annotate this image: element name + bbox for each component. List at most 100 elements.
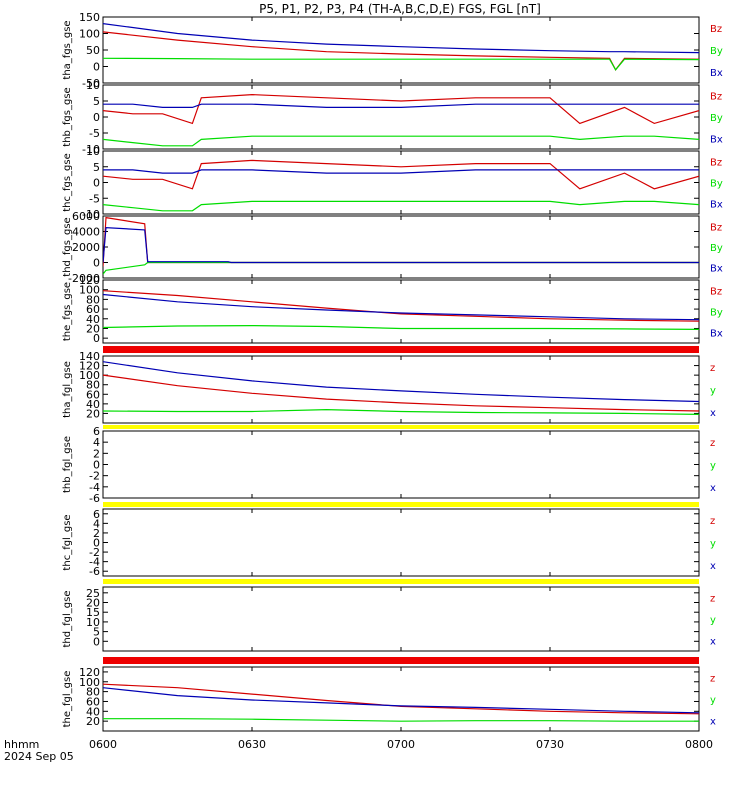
y-axis-label: tha_fgl_gse xyxy=(62,361,73,418)
y-tick-label: 20 xyxy=(86,597,100,610)
y-tick-label: 0 xyxy=(93,111,100,124)
y-tick-label: 15 xyxy=(86,606,100,619)
y-tick-label: 5 xyxy=(93,161,100,174)
y-tick-label: 80 xyxy=(86,293,100,306)
x-tick-label: 0600 xyxy=(89,738,117,751)
x-tick-label: 0730 xyxy=(536,738,564,751)
y-tick-label: 20 xyxy=(86,322,100,335)
y-tick-label: 120 xyxy=(79,274,100,287)
panel-frame xyxy=(102,84,700,150)
legend-z: z xyxy=(710,363,715,374)
series-z xyxy=(103,374,699,412)
legend-z: Bz xyxy=(710,158,722,169)
y-tick-label: 0 xyxy=(93,332,100,345)
y-axis-label: thd_fgl_gse xyxy=(62,591,73,648)
legend-y: By xyxy=(710,243,723,254)
y-axis-label: tha_fgs_gse xyxy=(62,20,73,79)
x-axis-label-date: 2024 Sep 05 xyxy=(4,750,74,763)
y-tick-label: 10 xyxy=(86,79,100,92)
legend-x: x xyxy=(710,636,716,647)
y-tick-label: 100 xyxy=(79,676,100,689)
x-axis-label-hhmm: hhmm xyxy=(4,738,39,751)
legend-y: y xyxy=(710,695,716,706)
legend-z: Bz xyxy=(710,222,722,233)
y-axis-label: thb_fgl_gse xyxy=(62,436,73,493)
legend-z: z xyxy=(710,674,715,685)
legend-y: By xyxy=(710,46,723,57)
legend-x: Bx xyxy=(710,329,723,340)
y-tick-label: 40 xyxy=(86,313,100,326)
y-tick-label: 100 xyxy=(79,369,100,382)
y-tick-label: 0 xyxy=(93,61,100,74)
legend-z: z xyxy=(710,438,715,449)
status-bar-yellow xyxy=(103,579,699,584)
legend-x: Bx xyxy=(710,200,723,211)
legend-z: Bz xyxy=(710,287,722,298)
y-tick-label: -6 xyxy=(89,492,100,505)
y-tick-label: 4 xyxy=(93,436,100,449)
series-z xyxy=(103,93,699,125)
panel-frame xyxy=(102,16,700,84)
y-tick-label: 0 xyxy=(93,459,100,472)
y-tick-label: 0 xyxy=(93,635,100,648)
x-tick-label: 0700 xyxy=(387,738,415,751)
panel-frame xyxy=(102,430,700,499)
panel-frame xyxy=(102,508,700,577)
y-axis-label: the_fgl_gse xyxy=(62,671,73,728)
series-x xyxy=(103,293,699,321)
y-tick-label: 0 xyxy=(93,537,100,550)
y-tick-label: 6 xyxy=(93,425,100,438)
y-tick-label: 2000 xyxy=(72,241,100,254)
series-z xyxy=(103,683,699,715)
legend-x: Bx xyxy=(710,134,723,145)
x-axis: 0600 0630 0700 0730 0800 xyxy=(89,738,713,751)
legend-y: By xyxy=(710,179,723,190)
series-z xyxy=(103,290,699,322)
y-tick-label: 60 xyxy=(86,695,100,708)
y-tick-label: 60 xyxy=(86,303,100,316)
y-tick-label: 4 xyxy=(93,517,100,530)
y-tick-label: 0 xyxy=(93,257,100,270)
y-tick-label: 5 xyxy=(93,626,100,639)
series-y xyxy=(103,324,699,330)
y-tick-label: -5 xyxy=(89,127,100,140)
series-y xyxy=(103,135,699,147)
panel-frame xyxy=(102,150,700,215)
status-bar-red xyxy=(103,657,699,664)
legend-x: x xyxy=(710,408,716,419)
y-tick-label: -5 xyxy=(89,192,100,205)
y-tick-label: -10 xyxy=(82,143,100,156)
y-tick-label: 140 xyxy=(79,350,100,363)
series-x xyxy=(103,687,699,714)
panel-tha_fgs_gse: 150 100 50 0 -50 tha_fgs_gse Bz By Bx xyxy=(62,11,723,90)
y-tick-label: 20 xyxy=(86,407,100,420)
panel-frame xyxy=(102,215,700,279)
y-tick-label: 120 xyxy=(79,360,100,373)
series-y xyxy=(103,718,699,722)
y-tick-label: 20 xyxy=(86,715,100,728)
x-tick-label: 0800 xyxy=(685,738,713,751)
panel-frame xyxy=(102,586,700,652)
legend-x: Bx xyxy=(710,264,723,275)
y-tick-label: 100 xyxy=(79,28,100,41)
status-bar-red xyxy=(103,346,699,353)
y-tick-label: -4 xyxy=(89,481,100,494)
chart-title: P5, P1, P2, P3, P4 (TH-A,B,C,D,E) FGS, F… xyxy=(259,2,541,16)
legend-y: By xyxy=(710,308,723,319)
legend-z: Bz xyxy=(710,24,722,35)
legend-y: y xyxy=(710,539,716,550)
y-tick-label: -2 xyxy=(89,470,100,483)
y-axis-label: thd_fgs_gse xyxy=(62,217,73,276)
series-x xyxy=(103,361,699,403)
panel-thc_fgs_gse: 10 5 0 -5 -10 thc_fgs_gse Bz By Bx xyxy=(62,145,723,221)
series-z xyxy=(103,31,699,71)
legend-x: Bx xyxy=(710,68,723,79)
series-z xyxy=(103,159,699,190)
x-tick-label: 0630 xyxy=(238,738,266,751)
